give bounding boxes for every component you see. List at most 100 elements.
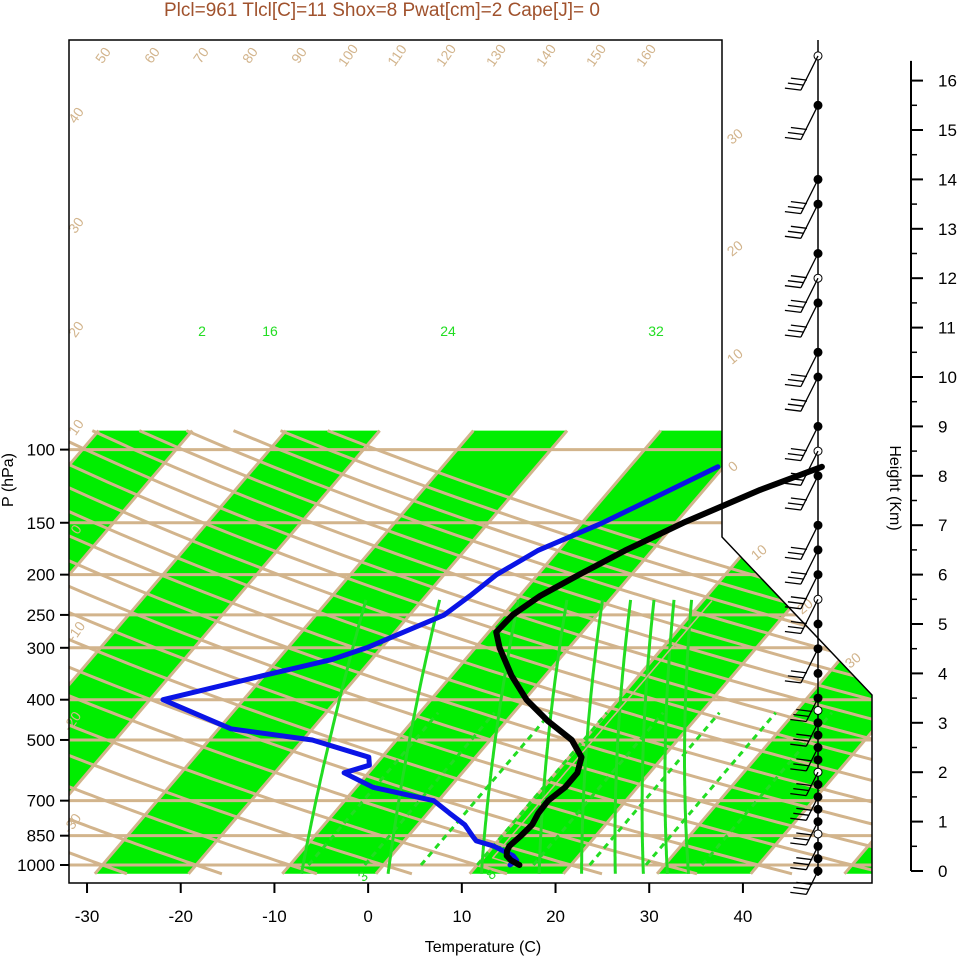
wind-barb-feather xyxy=(796,708,813,713)
wind-barb-feather xyxy=(796,758,813,762)
wind-barb-feather xyxy=(787,304,804,309)
height-tick-label: 8 xyxy=(938,467,947,486)
mixing-ratio-line xyxy=(479,599,520,874)
wind-barb-feather xyxy=(784,285,801,289)
wind-dot xyxy=(813,755,823,765)
height-tick-label: 10 xyxy=(938,368,957,387)
wind-barb-feather xyxy=(784,680,801,684)
height-tick-label: 1 xyxy=(938,813,947,832)
dewpoint-line xyxy=(160,464,721,868)
wind-barb xyxy=(800,105,819,140)
moist-adiabat-line xyxy=(700,711,834,866)
dry-adiabat-label: 20 xyxy=(724,237,746,259)
y-tick-label: 400 xyxy=(27,691,55,710)
wind-barb-feather xyxy=(790,718,807,723)
wind-barb-feather xyxy=(790,447,807,452)
y-tick-label: 100 xyxy=(27,441,55,460)
moist-adiabat-line xyxy=(307,711,440,866)
wind-barb xyxy=(800,450,819,486)
moist-adiabat-line xyxy=(644,711,777,866)
wind-barb-feather xyxy=(784,235,801,239)
moist-adiabat-line xyxy=(532,711,665,866)
wind-barb-feather xyxy=(787,502,804,506)
wind-barb-feather xyxy=(787,551,804,556)
wind-barb xyxy=(800,426,819,461)
wind-barb-profile xyxy=(784,40,823,896)
wind-barb-feather xyxy=(790,373,807,378)
wind-barb xyxy=(800,277,819,313)
wind-barb-feather xyxy=(793,738,810,742)
x-tick-label: -10 xyxy=(262,907,287,926)
height-tick-label: 14 xyxy=(938,170,957,189)
plot-frame xyxy=(68,39,873,884)
height-tick-label: 4 xyxy=(938,664,947,683)
wind-barb xyxy=(805,747,819,772)
wind-barb-feather xyxy=(784,87,801,91)
wind-dot xyxy=(813,619,823,629)
pressure-axis: 100 150 200 250 300 400 500 700 850 1000 xyxy=(17,441,69,875)
moist-adiabat-line xyxy=(363,711,496,866)
wind-barb-feather xyxy=(784,136,801,141)
wind-barb-feather xyxy=(793,837,810,841)
dry-adiabat-line xyxy=(69,429,872,876)
mixing-ratio-label: 16 xyxy=(262,323,278,339)
isotherm-label: 20 xyxy=(65,318,87,340)
mixing-ratio-lines xyxy=(300,599,694,875)
dry-adiabat-line xyxy=(69,429,223,876)
wind-barb-feather xyxy=(784,630,801,635)
wind-barb-feather xyxy=(796,832,813,836)
height-tick-label: 16 xyxy=(938,72,957,91)
wind-barb-feather xyxy=(784,581,801,585)
isotherm-label: 40 xyxy=(65,104,87,126)
wind-barb-feather xyxy=(790,842,807,846)
wind-barb-feather xyxy=(793,862,810,866)
x-tick-label: 40 xyxy=(733,907,752,926)
wind-barb-feather xyxy=(790,867,807,871)
isotherm-line xyxy=(93,429,475,875)
mixing-ratio-line xyxy=(663,599,676,874)
wind-barb xyxy=(800,376,819,412)
wind-barb-feather xyxy=(787,625,804,630)
dry-adiabat-lines xyxy=(69,429,872,876)
wind-barb-feather xyxy=(790,891,807,896)
wind-barb xyxy=(800,253,819,288)
x-tick-label: 0 xyxy=(363,907,372,926)
mixing-ratio-line xyxy=(683,599,694,874)
wind-barb-feather xyxy=(784,606,801,610)
wind-dot xyxy=(813,829,823,839)
dry-adiabat-label: 0 xyxy=(725,457,741,474)
wind-barb-feather xyxy=(790,126,807,131)
wind-barb-feather xyxy=(787,601,804,605)
wind-barb-feather xyxy=(793,763,810,767)
wind-barb-feather xyxy=(784,408,801,412)
wind-barb-feather xyxy=(790,768,807,772)
mixing-ratio-label: 32 xyxy=(648,323,664,339)
x-axis-label: Temperature (C) xyxy=(425,939,541,956)
x-tick-label: -20 xyxy=(168,907,193,926)
isotherm-label: 160 xyxy=(633,41,660,69)
wind-dot xyxy=(813,854,823,864)
wind-barb-feather xyxy=(796,807,813,811)
wind-barb-feather xyxy=(784,309,801,314)
dry-adiabat-line xyxy=(69,429,872,876)
isotherm-label: 100 xyxy=(335,41,362,69)
wind-barb-feather xyxy=(784,383,801,388)
mixing-ratio-line xyxy=(386,599,442,874)
isotherm-label: 70 xyxy=(190,44,212,66)
mixing-ratio-label: 2 xyxy=(198,323,206,339)
height-tick-label: 5 xyxy=(938,615,947,634)
wind-barb-feather xyxy=(787,378,804,383)
wind-barb-feather xyxy=(787,131,804,136)
wind-barb-feather xyxy=(787,403,804,407)
wind-barb xyxy=(800,475,819,511)
isotherm-label: 50 xyxy=(92,44,114,66)
isotherm-line xyxy=(187,429,569,875)
wind-barb-feather xyxy=(790,670,807,674)
isotherm-label: 110 xyxy=(384,41,410,69)
wind-barb-feather xyxy=(787,82,804,86)
isotherm-label: 130 xyxy=(483,41,510,69)
wind-barb-feather xyxy=(796,733,813,737)
x-tick-label: 20 xyxy=(546,907,565,926)
temperature-axis: -30 -20 -10 0 10 20 30 40 xyxy=(75,883,752,926)
